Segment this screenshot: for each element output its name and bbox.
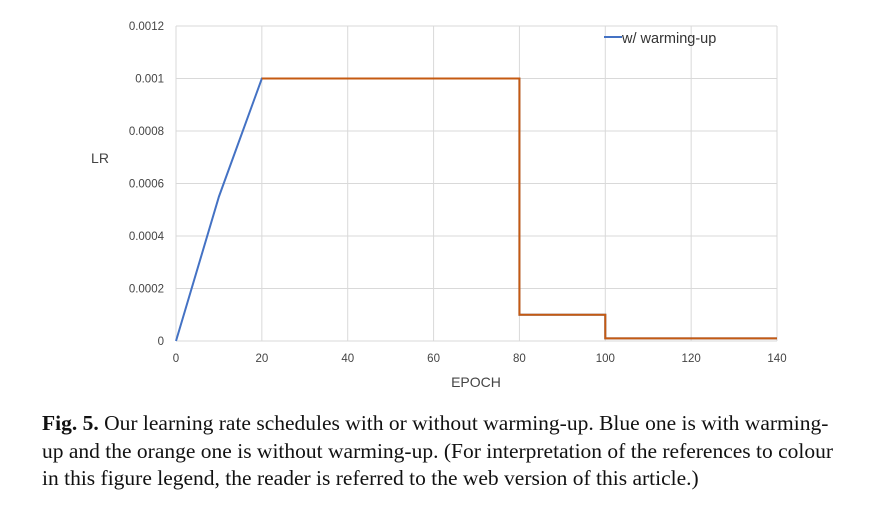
caption-label: Fig. 5. — [42, 411, 99, 435]
x-tick-label: 0 — [173, 353, 179, 365]
grid-lines — [175, 25, 778, 342]
x-tick-labels: 0 20 40 60 80 100 120 140 — [173, 353, 787, 365]
y-tick-label: 0.0008 — [129, 126, 164, 138]
y-axis-label: LR — [91, 150, 109, 166]
y-tick-label: 0.0012 — [129, 21, 164, 33]
y-tick-label: 0.0006 — [129, 179, 164, 191]
x-tick-label: 20 — [255, 353, 268, 365]
x-tick-label: 40 — [341, 353, 354, 365]
legend-label-warming-up: w/ warming-up — [621, 31, 716, 47]
caption-text: Our learning rate schedules with or with… — [42, 411, 834, 490]
x-tick-label: 140 — [767, 353, 786, 365]
y-tick-label: 0 — [158, 336, 164, 348]
x-axis-label: EPOCH — [451, 374, 501, 390]
x-tick-label: 120 — [682, 353, 701, 365]
series-line-warming-up — [175, 77, 777, 342]
y-tick-label: 0.0004 — [129, 231, 165, 243]
series-layer — [175, 77, 777, 342]
series-line-no-warming-up — [261, 77, 777, 340]
lr-chart: 0 20 40 60 80 100 120 140 0 0.0002 0.0004 0.0006 0.… — [91, 21, 787, 390]
y-tick-label: 0.001 — [135, 74, 164, 86]
legend: w/ warming-up — [604, 31, 716, 47]
figure-caption: Fig. 5. Our learning rate schedules with… — [42, 410, 842, 493]
y-tick-labels: 0 0.0002 0.0004 0.0006 0.0008 0.001 0.0012 — [129, 21, 165, 348]
x-tick-label: 100 — [596, 353, 615, 365]
x-tick-label: 60 — [427, 353, 440, 365]
y-tick-label: 0.0002 — [129, 284, 164, 296]
x-tick-label: 80 — [513, 353, 526, 365]
